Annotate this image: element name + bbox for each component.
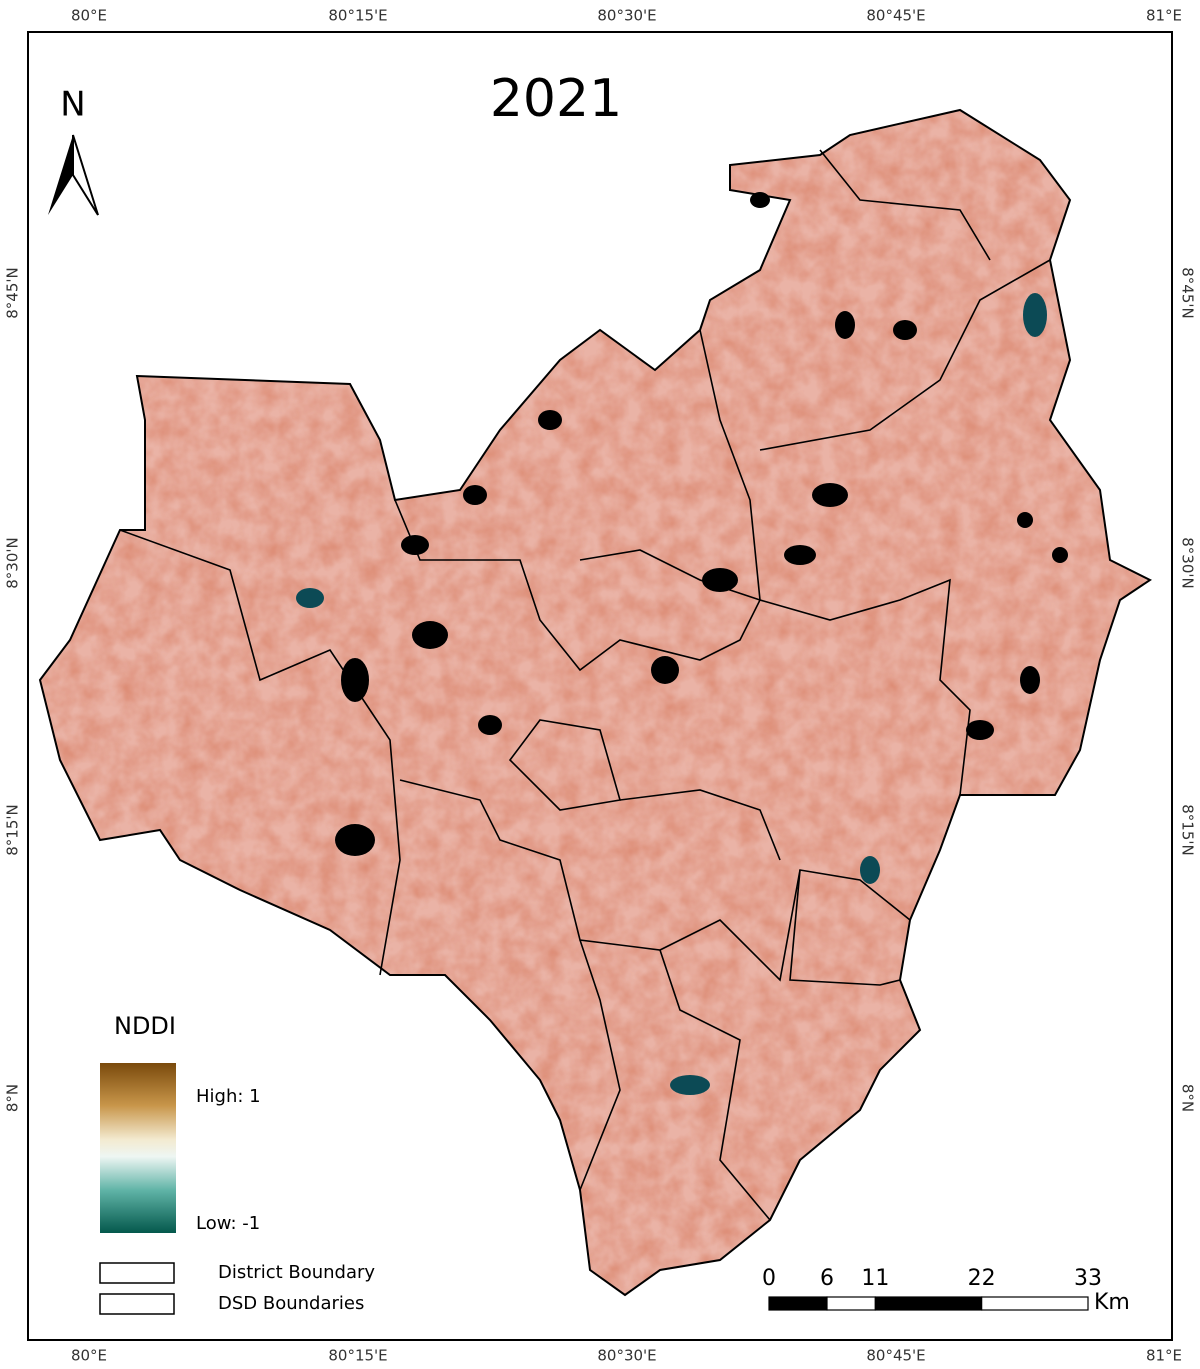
lon-label: 80°45'E (866, 7, 925, 25)
lat-label: 8°N (4, 1084, 22, 1112)
lon-label: 80°15'E (328, 1347, 387, 1365)
legend-items: District Boundary DSD Boundaries (99, 1262, 375, 1315)
legend-swatch (99, 1293, 175, 1315)
lon-label: 81°E (1146, 7, 1182, 25)
lon-label: 81°E (1146, 1347, 1182, 1365)
north-label: N (60, 85, 85, 125)
lat-label: 8°15'N (4, 804, 22, 855)
lon-label: 80°E (71, 7, 107, 25)
scale-unit: Km (1094, 1290, 1130, 1315)
lon-label: 80°30'E (597, 1347, 656, 1365)
lon-label: 80°E (71, 1347, 107, 1365)
lat-label: 8°30'N (1179, 537, 1197, 588)
legend-high: High: 1 (196, 1086, 261, 1107)
scale-segment (826, 1296, 876, 1311)
lat-label: 8°15'N (1179, 804, 1197, 855)
scale-tick-label: 33 (1074, 1266, 1102, 1291)
map-frame (27, 31, 1173, 1341)
north-arrow: N (48, 85, 99, 216)
map-title: 2021 (490, 69, 622, 129)
region (38, 108, 1152, 1297)
legend-label: DSD Boundaries (218, 1293, 364, 1314)
scale-segment (874, 1296, 983, 1311)
lon-label: 80°15'E (328, 7, 387, 25)
scale-segment (981, 1296, 1089, 1311)
scale-tick-label: 0 (762, 1266, 776, 1291)
lon-label: 80°30'E (597, 7, 656, 25)
legend-low: Low: -1 (196, 1213, 260, 1234)
scale-tick-label: 22 (968, 1266, 996, 1291)
legend-title: NDDI (114, 1012, 176, 1040)
scale-segment (768, 1296, 828, 1311)
lat-label: 8°N (1179, 1084, 1197, 1112)
scale-tick-label: 11 (861, 1266, 889, 1291)
lat-label: 8°30'N (4, 537, 22, 588)
scale-tick-label: 6 (820, 1266, 834, 1291)
legend-label: District Boundary (218, 1262, 375, 1283)
graticule: 80°E 80°E 80°15'E 80°15'E 80°30'E 80°30'E 80°4… (4, 7, 1197, 1365)
legend-ramp (100, 1063, 176, 1233)
legend-swatch (99, 1262, 175, 1284)
lat-label: 8°45'N (1179, 267, 1197, 318)
lat-label: 8°45'N (4, 267, 22, 318)
lon-label: 80°45'E (866, 1347, 925, 1365)
